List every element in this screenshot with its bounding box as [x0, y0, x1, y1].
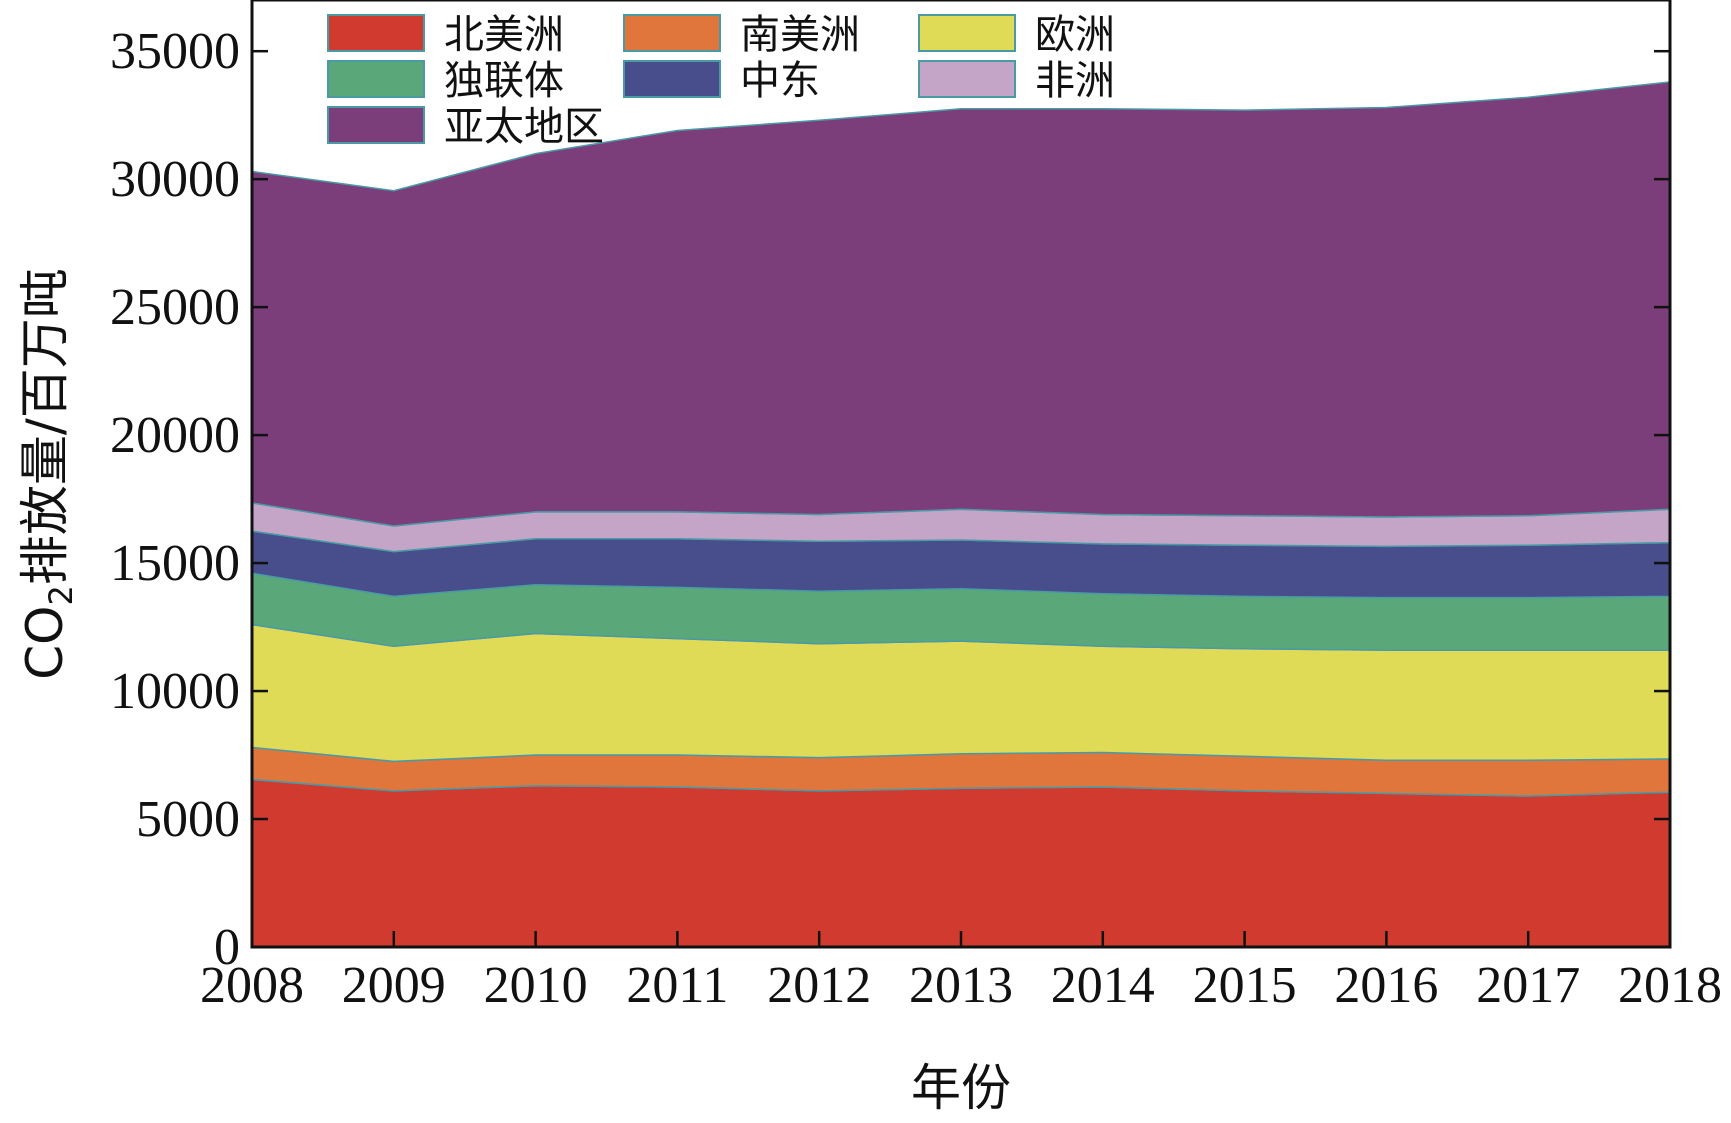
y-axis-title-suffix: 排放量/百万吨	[16, 268, 74, 585]
legend-swatch	[327, 14, 425, 52]
x-tick-label: 2016	[1334, 957, 1438, 1014]
x-axis-title: 年份	[911, 1059, 1011, 1117]
y-axis-tick-labels: 0 5000 10000 15000 20000 25000 30000 35000	[110, 23, 240, 976]
legend-label: 欧洲	[1035, 12, 1115, 58]
y-tick-label: 20000	[110, 407, 240, 464]
y-axis-title-prefix: CO	[16, 605, 74, 679]
legend-label: 北美洲	[444, 12, 564, 58]
axis-ticks	[250, 49, 1672, 949]
legend-swatch	[918, 14, 1016, 52]
x-tick-label: 2017	[1476, 957, 1580, 1014]
x-tick-label: 2011	[626, 957, 728, 1014]
x-axis-tick-labels: 2008 2009 2010 2011 2012 2013 2014 2015 2016 2017…	[200, 957, 1722, 1014]
legend-label: 南美洲	[740, 12, 860, 58]
x-tick-label: 2009	[342, 957, 446, 1014]
y-tick-label: 25000	[110, 279, 240, 336]
y-tick-label: 30000	[110, 151, 240, 208]
legend-label: 亚太地区	[444, 104, 604, 150]
y-tick-label: 10000	[110, 663, 240, 720]
legend-swatch	[327, 106, 425, 144]
x-tick-label: 2015	[1193, 957, 1297, 1014]
x-tick-label: 2012	[767, 957, 871, 1014]
legend-swatch	[327, 60, 425, 98]
y-tick-label: 0	[214, 919, 240, 976]
plot-area	[250, 0, 1672, 949]
legend-label: 独联体	[444, 58, 564, 104]
plot-frame	[250, 0, 1672, 949]
x-tick-label: 2008	[200, 957, 304, 1014]
x-tick-label: 2010	[484, 957, 588, 1014]
legend-swatch	[623, 14, 721, 52]
legend-label: 非洲	[1035, 58, 1115, 104]
legend-swatch	[918, 60, 1016, 98]
y-tick-label: 15000	[110, 535, 240, 592]
y-tick-label: 5000	[136, 791, 240, 848]
area-series-group	[251, 81, 1671, 948]
area-series-1	[251, 778, 1671, 948]
x-tick-label: 2013	[909, 957, 1013, 1014]
x-tick-label: 2018	[1618, 957, 1722, 1014]
y-tick-label: 35000	[110, 23, 240, 80]
x-tick-label: 2014	[1051, 957, 1155, 1014]
y-axis-title-subscript: 2	[42, 585, 80, 605]
legend-swatch	[623, 60, 721, 98]
legend-label: 中东	[740, 58, 820, 104]
y-axis-title: CO2排放量/百万吨	[16, 268, 80, 680]
